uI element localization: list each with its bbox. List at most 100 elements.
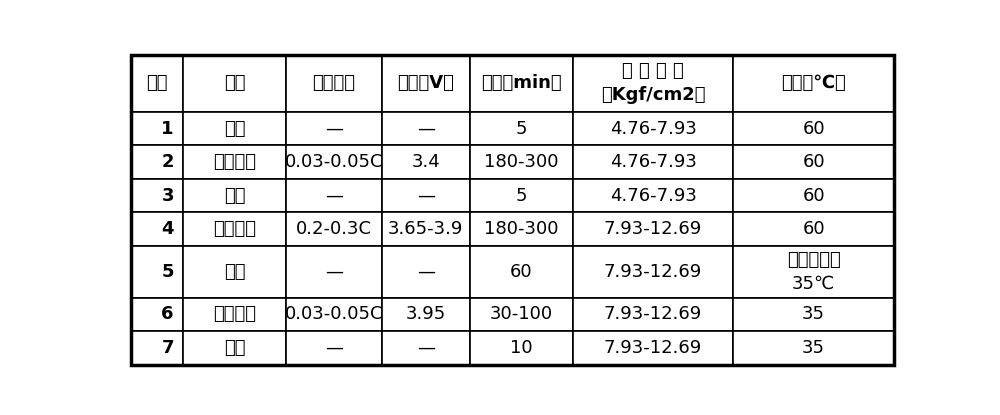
- Text: —: —: [325, 120, 343, 138]
- Text: 5: 5: [161, 263, 174, 281]
- Bar: [573, 246, 733, 298]
- Text: 3.65-3.9: 3.65-3.9: [388, 220, 463, 238]
- Bar: [183, 246, 286, 298]
- Bar: [131, 179, 183, 212]
- Bar: [573, 112, 733, 145]
- Text: 恒流充电: 恒流充电: [213, 153, 256, 171]
- Text: 0.03-0.05C: 0.03-0.05C: [285, 153, 383, 171]
- Text: 电压（V）: 电压（V）: [397, 74, 454, 92]
- Bar: [131, 331, 183, 364]
- Text: 搁置: 搁置: [224, 187, 245, 205]
- Bar: [733, 212, 894, 246]
- Bar: [382, 145, 470, 179]
- Bar: [286, 179, 382, 212]
- Text: —: —: [417, 187, 435, 205]
- Text: 流程: 流程: [224, 74, 245, 92]
- Text: 恒流充电: 恒流充电: [213, 305, 256, 323]
- Text: 35: 35: [802, 339, 825, 357]
- Bar: [733, 145, 894, 179]
- Text: 7.93-12.69: 7.93-12.69: [604, 305, 702, 323]
- Text: 10: 10: [510, 339, 533, 357]
- Text: 搁置: 搁置: [224, 120, 245, 138]
- Bar: [382, 331, 470, 364]
- Bar: [573, 298, 733, 331]
- Bar: [733, 179, 894, 212]
- Bar: [286, 112, 382, 145]
- Bar: [470, 55, 573, 112]
- Bar: [183, 55, 286, 112]
- Bar: [131, 212, 183, 246]
- Bar: [183, 145, 286, 179]
- Bar: [733, 331, 894, 364]
- Bar: [382, 298, 470, 331]
- Text: —: —: [417, 263, 435, 281]
- Text: 1: 1: [161, 120, 174, 138]
- Bar: [470, 179, 573, 212]
- Bar: [183, 331, 286, 364]
- Text: 4.76-7.93: 4.76-7.93: [610, 187, 697, 205]
- Bar: [573, 331, 733, 364]
- Bar: [382, 179, 470, 212]
- Text: 4: 4: [161, 220, 174, 238]
- Text: 180-300: 180-300: [484, 220, 559, 238]
- Bar: [131, 246, 183, 298]
- Text: 恒流充电: 恒流充电: [213, 220, 256, 238]
- Bar: [131, 112, 183, 145]
- Text: —: —: [325, 263, 343, 281]
- Text: 充电电流: 充电电流: [313, 74, 356, 92]
- Text: 0.2-0.3C: 0.2-0.3C: [296, 220, 372, 238]
- Text: 7: 7: [161, 339, 174, 357]
- Text: 3: 3: [161, 187, 174, 205]
- Bar: [286, 55, 382, 112]
- Bar: [470, 145, 573, 179]
- Bar: [470, 212, 573, 246]
- Text: 0.03-0.05C: 0.03-0.05C: [285, 305, 383, 323]
- Bar: [286, 331, 382, 364]
- Text: 2: 2: [161, 153, 174, 171]
- Bar: [183, 112, 286, 145]
- Text: 60: 60: [802, 153, 825, 171]
- Bar: [131, 298, 183, 331]
- Text: 7.93-12.69: 7.93-12.69: [604, 263, 702, 281]
- Bar: [470, 298, 573, 331]
- Bar: [286, 298, 382, 331]
- Text: 搁置: 搁置: [224, 339, 245, 357]
- Text: —: —: [325, 339, 343, 357]
- Bar: [131, 55, 183, 112]
- Text: 搁置: 搁置: [224, 263, 245, 281]
- Bar: [470, 246, 573, 298]
- Text: 60: 60: [802, 120, 825, 138]
- Text: —: —: [325, 187, 343, 205]
- Text: 30-100: 30-100: [490, 305, 553, 323]
- Bar: [573, 179, 733, 212]
- Text: 时间（min）: 时间（min）: [481, 74, 562, 92]
- Bar: [131, 145, 183, 179]
- Text: 180-300: 180-300: [484, 153, 559, 171]
- Bar: [470, 331, 573, 364]
- Bar: [286, 212, 382, 246]
- Bar: [286, 246, 382, 298]
- Text: 7.93-12.69: 7.93-12.69: [604, 339, 702, 357]
- Text: 3.95: 3.95: [406, 305, 446, 323]
- Text: 5: 5: [516, 187, 527, 205]
- Bar: [183, 212, 286, 246]
- Text: 35: 35: [802, 305, 825, 323]
- Bar: [573, 212, 733, 246]
- Bar: [733, 246, 894, 298]
- Text: 步骤: 步骤: [146, 74, 168, 92]
- Text: 4.76-7.93: 4.76-7.93: [610, 153, 697, 171]
- Bar: [286, 145, 382, 179]
- Bar: [470, 112, 573, 145]
- Bar: [733, 112, 894, 145]
- Bar: [382, 112, 470, 145]
- Bar: [183, 298, 286, 331]
- Bar: [733, 298, 894, 331]
- Text: 60: 60: [510, 263, 533, 281]
- Text: 60: 60: [802, 220, 825, 238]
- Text: —: —: [417, 120, 435, 138]
- Bar: [382, 55, 470, 112]
- Bar: [183, 179, 286, 212]
- Text: 6: 6: [161, 305, 174, 323]
- Text: 7.93-12.69: 7.93-12.69: [604, 220, 702, 238]
- Bar: [733, 55, 894, 112]
